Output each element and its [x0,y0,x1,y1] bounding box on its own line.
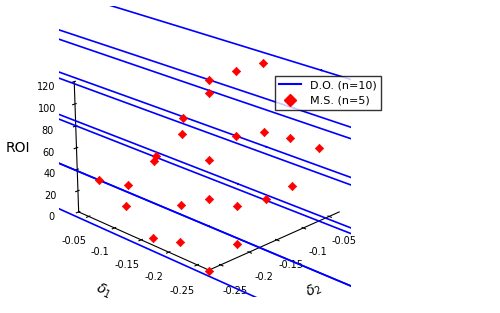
X-axis label: $\delta_2$: $\delta_2$ [304,280,324,301]
Legend: D.O. (n=10), M.S. (n=5): D.O. (n=10), M.S. (n=5) [274,76,382,110]
Y-axis label: $\delta_1$: $\delta_1$ [94,280,114,301]
